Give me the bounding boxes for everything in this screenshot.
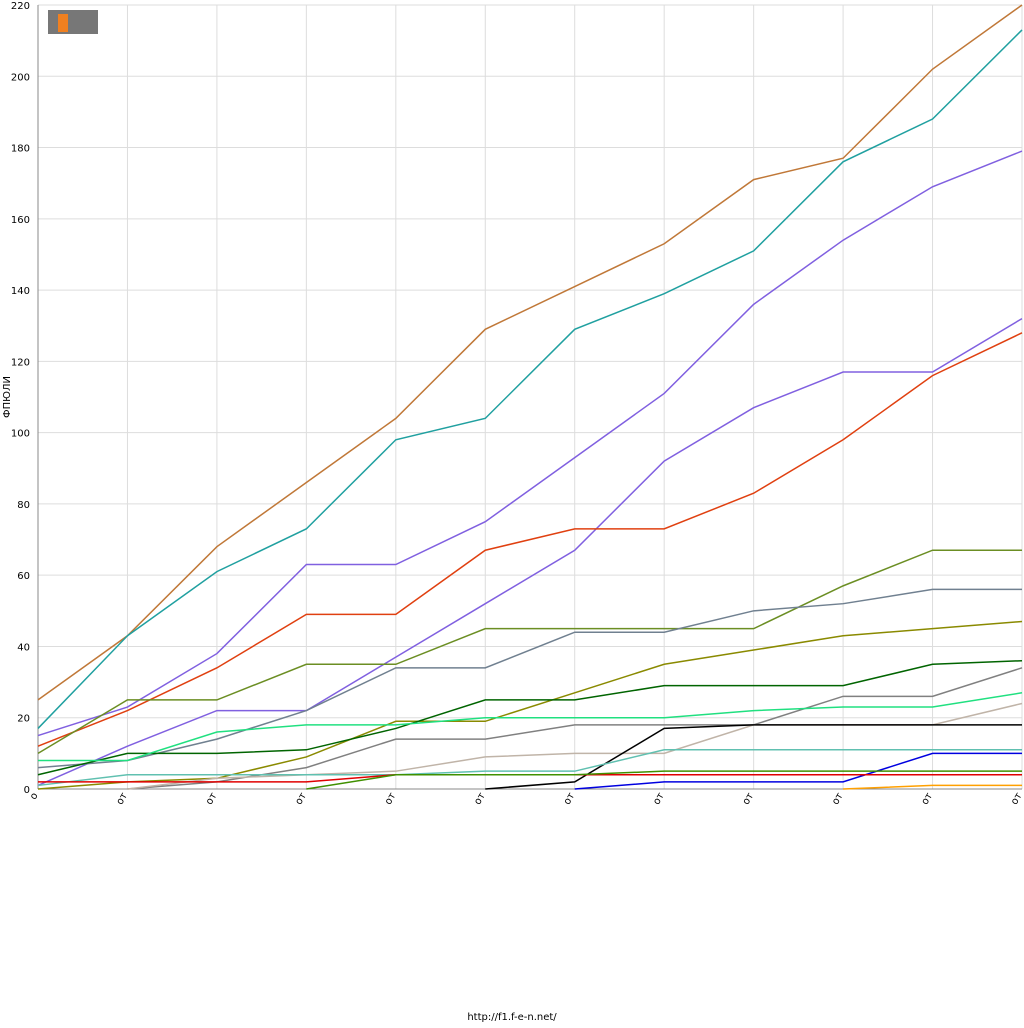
x-tick-label: от: [562, 791, 578, 807]
series-line: [574, 752, 1022, 790]
y-tick-label: 40: [17, 642, 30, 653]
series-line: [37, 4, 1023, 701]
x-tick-label: от: [204, 791, 220, 807]
series-line: [37, 588, 1022, 769]
series-line: [37, 29, 1023, 729]
y-tick-label: 80: [17, 500, 30, 511]
logo-bg: [48, 10, 98, 34]
series-line: [37, 549, 1022, 755]
series-line: [37, 332, 1023, 747]
y-tick-label: 120: [11, 357, 30, 368]
logo: [48, 10, 98, 34]
series-line: [38, 692, 1023, 762]
logo-mark: [58, 14, 68, 32]
y-tick-label: 220: [11, 1, 30, 12]
series-line: [37, 659, 1023, 776]
series-line: [485, 724, 1022, 790]
y-tick-label: 60: [17, 571, 30, 582]
x-tick-label: от: [741, 791, 757, 807]
y-tick-label: 0: [24, 785, 30, 796]
series-line: [127, 667, 1023, 790]
x-tick-label: от: [920, 791, 936, 807]
x-tick-label: от: [830, 791, 846, 807]
series-line: [38, 773, 1022, 783]
y-tick-label: 20: [17, 714, 30, 725]
x-tick-label: от: [115, 791, 131, 807]
y-tick-label: 180: [11, 144, 30, 155]
y-tick-label: 160: [11, 215, 30, 226]
series-line: [37, 150, 1023, 737]
x-tick-label: от: [1009, 791, 1024, 807]
series-line: [843, 784, 1022, 790]
series-line: [37, 749, 1022, 787]
series-line: [306, 770, 1022, 790]
series-line: [37, 317, 1023, 787]
series-line: [37, 620, 1023, 790]
x-tick-label: от: [651, 791, 667, 807]
y-axis-label: ФПЮЛИ: [2, 376, 13, 418]
y-tick-label: 140: [11, 286, 30, 297]
x-tick-label: o: [28, 791, 41, 802]
y-tick-label: 100: [11, 429, 30, 440]
y-tick-label: 200: [11, 72, 30, 83]
footer: http://f1.f-e-n.net/: [467, 1012, 557, 1023]
x-tick-label: от: [472, 791, 488, 807]
x-tick-label: от: [383, 791, 399, 807]
x-tick-label: от: [293, 791, 309, 807]
